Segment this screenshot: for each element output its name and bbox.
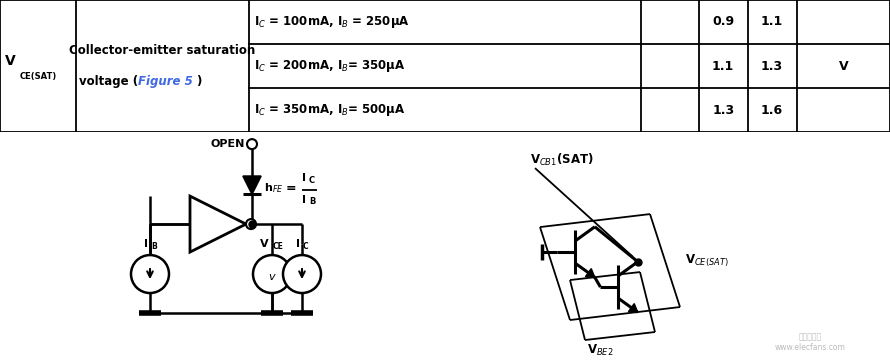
Text: CE(SAT): CE(SAT)	[20, 72, 57, 81]
Text: Figure 5: Figure 5	[138, 75, 193, 88]
Text: C: C	[303, 242, 309, 251]
Text: voltage (: voltage (	[79, 75, 138, 88]
Circle shape	[131, 255, 169, 293]
Circle shape	[246, 219, 256, 229]
Text: V$_{BE2}$: V$_{BE2}$	[587, 342, 613, 358]
Text: V: V	[4, 54, 15, 68]
Circle shape	[253, 255, 291, 293]
Text: I$_C$ = 200mA, I$_B$= 350μA: I$_C$ = 200mA, I$_B$= 350μA	[254, 58, 405, 74]
Polygon shape	[190, 196, 246, 252]
Text: I: I	[302, 173, 306, 183]
Circle shape	[247, 139, 257, 149]
Text: 电子发烧友
www.elecfans.com: 电子发烧友 www.elecfans.com	[774, 332, 845, 352]
Text: 0.9: 0.9	[712, 16, 734, 29]
Text: Collector-emitter saturation: Collector-emitter saturation	[69, 44, 255, 57]
Text: =: =	[286, 182, 296, 195]
Text: h$_{FE}$: h$_{FE}$	[264, 181, 283, 195]
Text: 1.3: 1.3	[761, 60, 783, 72]
Circle shape	[283, 255, 321, 293]
Text: OPEN: OPEN	[211, 139, 245, 149]
Text: B: B	[309, 197, 315, 206]
Text: I$_C$ = 350mA, I$_B$= 500μA: I$_C$ = 350mA, I$_B$= 500μA	[254, 102, 405, 118]
Text: V: V	[838, 60, 848, 72]
Text: V$_{CE(SAT)}$: V$_{CE(SAT)}$	[685, 252, 729, 269]
Text: I$_C$ = 100mA, I$_B$ = 250μA: I$_C$ = 100mA, I$_B$ = 250μA	[254, 14, 409, 30]
Text: V: V	[261, 239, 269, 249]
Text: 1.6: 1.6	[761, 104, 783, 117]
Polygon shape	[586, 269, 595, 277]
Text: I: I	[302, 195, 306, 205]
Text: 1.1: 1.1	[712, 60, 734, 72]
Text: 1.3: 1.3	[712, 104, 734, 117]
Text: CE: CE	[273, 242, 284, 251]
Text: I: I	[296, 239, 300, 249]
Text: I: I	[144, 239, 148, 249]
Text: C: C	[309, 176, 315, 185]
Text: V$_{CB1}$(SAT): V$_{CB1}$(SAT)	[530, 152, 594, 168]
Text: B: B	[151, 242, 157, 251]
Polygon shape	[243, 176, 261, 194]
Text: 1.1: 1.1	[761, 16, 783, 29]
Polygon shape	[628, 304, 638, 312]
Text: v: v	[269, 272, 275, 282]
Text: ): )	[196, 75, 201, 88]
